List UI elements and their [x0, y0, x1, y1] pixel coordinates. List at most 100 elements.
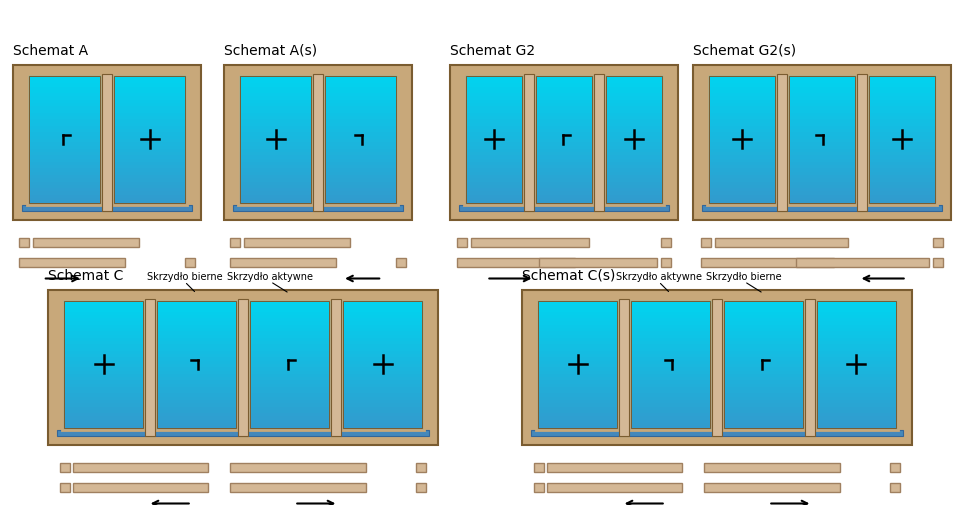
Bar [62, 361, 145, 365]
Bar [248, 413, 331, 417]
Bar [27, 123, 102, 127]
Bar [464, 160, 524, 163]
Bar [867, 130, 937, 134]
Bar [722, 332, 805, 335]
Bar [464, 100, 524, 104]
Bar [248, 306, 331, 309]
Bar [238, 172, 313, 176]
Bar [27, 94, 102, 98]
Bar [787, 123, 857, 127]
Bar [536, 345, 619, 348]
Bar [323, 153, 398, 157]
Bar [524, 74, 534, 211]
Bar [629, 306, 712, 309]
Bar [341, 325, 424, 329]
Bar [815, 322, 898, 326]
Bar [323, 130, 398, 134]
Bar [464, 185, 524, 189]
Bar [604, 156, 664, 160]
Bar [546, 483, 683, 491]
Bar [531, 430, 903, 436]
Bar [604, 195, 664, 199]
Bar [604, 104, 664, 108]
Bar [867, 123, 937, 127]
Bar [341, 319, 424, 322]
Bar [27, 169, 102, 173]
Bar [27, 198, 102, 203]
Text: Schemat A: Schemat A [13, 43, 88, 58]
Bar [536, 299, 619, 430]
Bar [787, 160, 857, 163]
Bar [325, 76, 396, 203]
Bar [534, 169, 594, 173]
Bar [604, 133, 664, 137]
Bar [27, 97, 102, 101]
Bar [661, 258, 671, 267]
Bar [229, 238, 240, 247]
Bar [787, 153, 857, 157]
Bar [787, 169, 857, 173]
Bar [534, 140, 594, 143]
Bar [238, 87, 313, 91]
Bar [155, 335, 238, 339]
Bar [867, 176, 937, 179]
Bar [323, 140, 398, 143]
Bar [787, 198, 857, 203]
Bar [815, 338, 898, 342]
Bar [323, 202, 398, 206]
Bar [867, 97, 937, 101]
Bar [27, 84, 102, 88]
Bar [815, 413, 898, 417]
Bar [238, 195, 313, 199]
Bar [705, 463, 840, 472]
Bar [341, 426, 424, 430]
Bar [248, 387, 331, 391]
Bar [238, 74, 313, 78]
Bar [155, 374, 238, 378]
Bar [722, 341, 805, 345]
Bar [323, 74, 398, 205]
Bar [805, 299, 815, 436]
Bar [707, 81, 777, 85]
Bar [722, 345, 805, 348]
Bar [536, 322, 619, 326]
Bar [867, 153, 937, 157]
Bar [534, 110, 594, 114]
Bar [27, 127, 102, 130]
Bar [787, 110, 857, 114]
Bar [629, 374, 712, 378]
Bar [707, 97, 777, 101]
Bar [27, 192, 102, 196]
Bar [722, 397, 805, 401]
Bar [341, 423, 424, 427]
Bar [323, 117, 398, 121]
Bar [534, 166, 594, 170]
Bar [323, 87, 398, 91]
Bar [323, 176, 398, 179]
Bar [62, 381, 145, 384]
Bar [867, 146, 937, 150]
Bar [707, 130, 777, 134]
Bar [534, 94, 594, 98]
Bar [112, 195, 187, 199]
Bar [323, 169, 398, 173]
Bar [815, 384, 898, 388]
Bar [722, 368, 805, 371]
Bar [323, 100, 398, 104]
Bar [341, 381, 424, 384]
Bar [341, 417, 424, 420]
Bar [464, 130, 524, 134]
Bar [787, 146, 857, 150]
Bar [815, 309, 898, 313]
Bar [112, 146, 187, 150]
Bar [536, 420, 619, 424]
Text: Skrzydło bierne: Skrzydło bierne [707, 272, 782, 282]
Bar [323, 123, 398, 127]
Bar [815, 381, 898, 384]
Bar [112, 130, 187, 134]
Bar [155, 332, 238, 335]
Bar [341, 394, 424, 397]
Bar [341, 384, 424, 388]
Bar [27, 117, 102, 121]
Bar [534, 120, 594, 124]
